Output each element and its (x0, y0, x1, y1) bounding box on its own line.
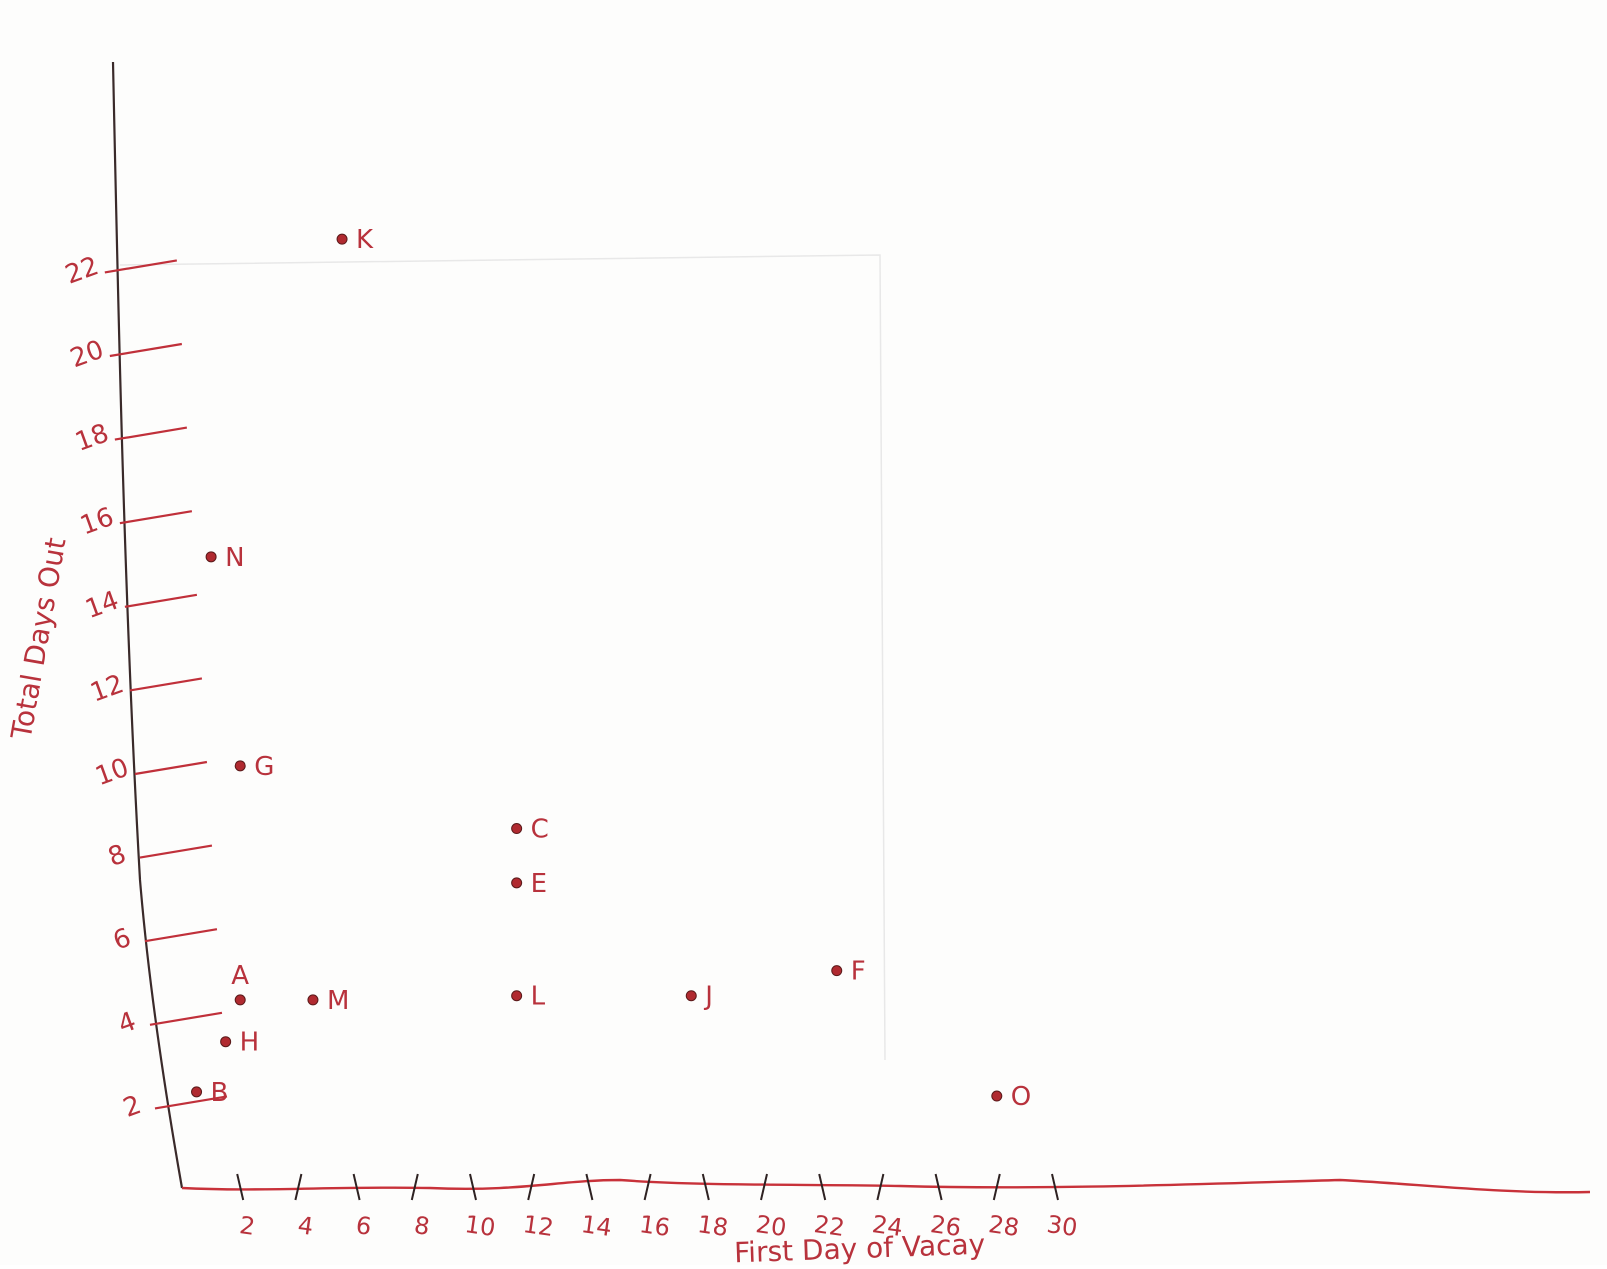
x-tick-label: 4 (296, 1211, 315, 1241)
x-tick-label: 16 (638, 1210, 672, 1242)
x-tick-mark (527, 1173, 536, 1201)
y-tick-mark (139, 844, 213, 859)
data-point-label: L (531, 982, 546, 1012)
x-tick-mark (236, 1173, 245, 1201)
data-point (336, 233, 348, 245)
y-ticks: 2 4 6 8 10 12 14 16 18 20 22 (61, 251, 228, 1124)
data-point-label: O (1011, 1082, 1031, 1112)
x-tick-label: 30 (1045, 1210, 1079, 1242)
y-tick-label: 22 (61, 251, 102, 291)
data-point (191, 1086, 203, 1098)
y-tick-mark (149, 1011, 223, 1026)
x-tick-label: 8 (412, 1211, 431, 1241)
data-point-label: C (531, 815, 549, 845)
data-point-label: B (211, 1078, 229, 1108)
data-point (991, 1090, 1003, 1102)
x-tick-mark (934, 1173, 943, 1201)
y-tick-label: 4 (114, 1006, 140, 1040)
data-point (307, 994, 319, 1006)
y-tick-label: 16 (76, 502, 117, 542)
data-point (685, 990, 697, 1002)
x-tick-mark (1051, 1173, 1059, 1201)
data-point (205, 551, 217, 563)
x-tick-label: 14 (579, 1210, 613, 1242)
paper-guide-line (119, 254, 886, 1061)
y-tick-label: 18 (71, 418, 112, 458)
x-tick-label: 20 (754, 1210, 788, 1242)
y-axis-line (111, 61, 184, 1189)
y-tick-mark (144, 928, 218, 943)
x-tick-mark (876, 1173, 885, 1201)
x-tick-mark (818, 1173, 827, 1201)
data-point-label: H (240, 1028, 260, 1058)
x-tick-mark (585, 1173, 594, 1201)
y-tick-label: 14 (81, 586, 122, 626)
y-tick-mark (119, 510, 193, 525)
data-point-label: M (327, 986, 349, 1016)
y-tick-label: 10 (92, 753, 133, 793)
data-point-label: A (231, 961, 249, 991)
x-axis-line (181, 1178, 1591, 1194)
y-tick-label: 8 (104, 839, 130, 873)
x-tick-label: 18 (696, 1210, 730, 1242)
x-tick-mark (992, 1173, 1001, 1201)
y-tick-label: 20 (66, 335, 107, 375)
x-ticks: 2 4 6 8 10 12 14 16 18 20 22 24 26 28 30 (236, 1173, 1079, 1242)
x-tick-mark (643, 1173, 652, 1201)
x-tick-label: 26 (929, 1210, 963, 1242)
x-tick-label: 2 (238, 1211, 257, 1241)
x-tick-mark (352, 1173, 361, 1201)
data-point (511, 823, 523, 835)
x-tick-label: 10 (463, 1210, 497, 1242)
data-point (234, 760, 246, 772)
x-tick-mark (469, 1173, 477, 1201)
data-point-label: N (225, 543, 244, 573)
y-tick-mark (114, 426, 188, 441)
y-tick-mark (104, 259, 178, 274)
data-point-label: F (851, 957, 866, 987)
data-point (220, 1036, 232, 1048)
x-tick-mark (701, 1173, 710, 1201)
data-point (831, 965, 843, 977)
x-tick-label: 24 (870, 1210, 904, 1242)
y-tick-mark (129, 677, 203, 692)
y-tick-mark (134, 760, 208, 776)
data-point (511, 877, 523, 889)
x-tick-label: 28 (987, 1210, 1021, 1242)
x-tick-label: 22 (812, 1210, 846, 1242)
data-points: K N G CE F A M L J HB O (191, 225, 1031, 1112)
data-point-label: G (254, 752, 274, 782)
data-point (511, 990, 523, 1002)
x-tick-mark (410, 1173, 419, 1201)
data-point-label: E (531, 869, 547, 899)
data-point (234, 994, 246, 1006)
y-axis-title: Total Days Out (5, 535, 73, 742)
y-tick-label: 2 (119, 1090, 145, 1124)
x-tick-label: 6 (354, 1211, 373, 1241)
y-tick-label: 12 (86, 669, 127, 709)
x-tick-mark (294, 1173, 303, 1201)
y-tick-label: 6 (109, 923, 135, 957)
x-tick-mark (760, 1173, 768, 1201)
y-tick-mark (154, 1095, 228, 1110)
data-point-label: J (703, 982, 713, 1012)
y-tick-mark (109, 342, 183, 358)
y-tick-mark (124, 593, 198, 608)
data-point-label: K (356, 225, 374, 255)
x-tick-label: 12 (521, 1210, 555, 1242)
